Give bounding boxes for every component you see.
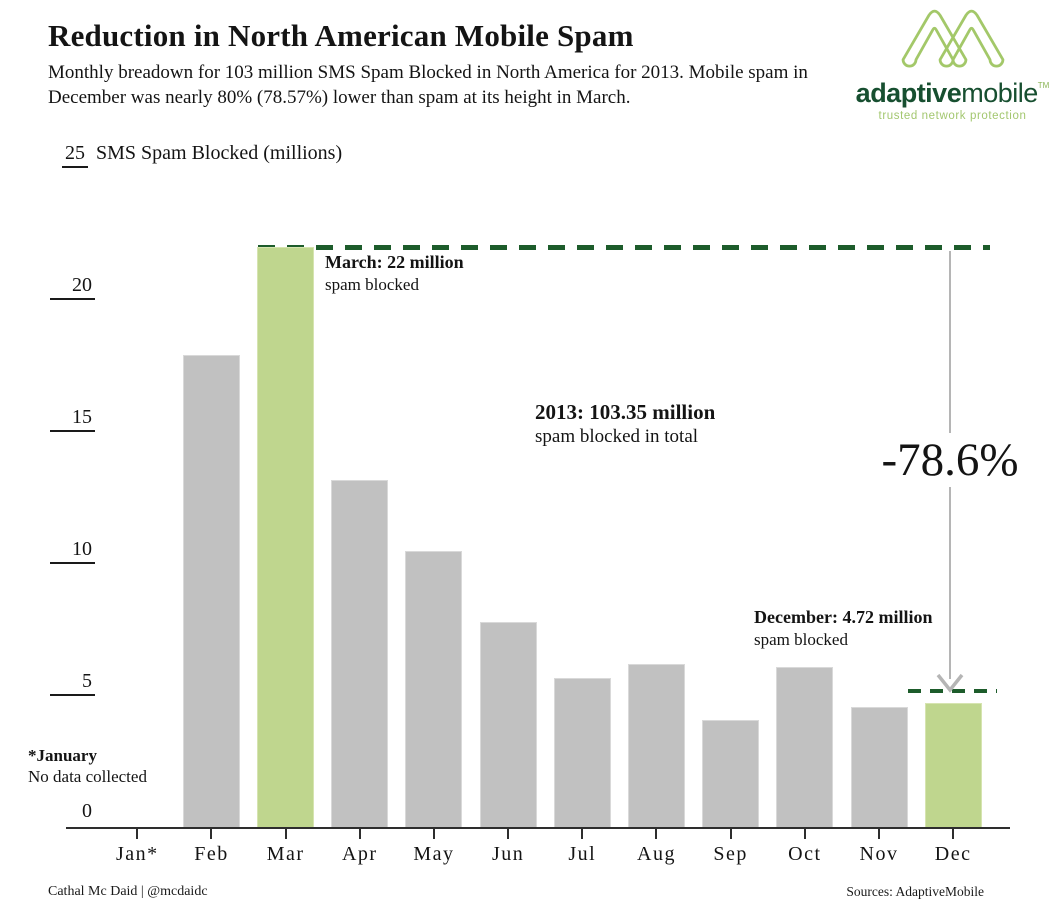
bar-jun	[479, 622, 537, 828]
x-tick-label-mar: Mar	[266, 843, 305, 865]
x-tick-label-nov: Nov	[859, 843, 899, 865]
annotation-december-title: December: 4.72 million	[754, 607, 933, 627]
bar-jul	[553, 677, 611, 828]
page-subtitle: Monthly breadown for 103 million SMS Spa…	[48, 62, 808, 109]
y-axis-header: 25 SMS Spam Blocked (millions)	[62, 142, 342, 168]
x-tick-label-feb: Feb	[194, 843, 229, 865]
bar-dec	[924, 703, 982, 828]
drop-arrow-head-icon	[936, 673, 964, 693]
annotation-march-title: March: 22 million	[325, 252, 464, 272]
december-level-dashed-line	[908, 689, 997, 693]
y-tick-label-20: 20	[50, 273, 95, 300]
trademark-symbol: TM	[1037, 81, 1050, 90]
bar-apr	[331, 479, 389, 828]
x-tick-label-jan: Jan*	[115, 843, 159, 865]
bar-aug	[627, 664, 685, 828]
annotation-total: 2013: 103.35 million spam blocked in tot…	[535, 399, 715, 449]
source-credit: Sources: AdaptiveMobile	[846, 884, 984, 899]
y-tick-label-5: 5	[50, 669, 95, 696]
x-tick-oct	[803, 829, 806, 839]
x-tick-jan	[136, 829, 139, 839]
page-title: Reduction in North American Mobile Spam	[48, 18, 634, 53]
y-axis-title: SMS Spam Blocked (millions)	[96, 142, 343, 164]
x-tick-label-oct: Oct	[788, 843, 822, 865]
x-tick-jul	[581, 829, 584, 839]
annotation-january: *January No data collected	[28, 745, 147, 788]
x-tick-label-sep: Sep	[713, 843, 748, 865]
logo-word-mobile: mobile	[961, 78, 1038, 108]
percent-change-label: -78.6%	[873, 433, 1027, 487]
bar-sep	[702, 719, 760, 828]
annotation-march-sub: spam blocked	[325, 274, 419, 294]
x-tick-apr	[358, 829, 361, 839]
y-tick-label-0: 0	[82, 800, 92, 822]
x-tick-label-aug: Aug	[637, 843, 676, 865]
bar-feb	[182, 355, 240, 828]
x-tick-aug	[655, 829, 658, 839]
x-tick-label-jul: Jul	[568, 843, 597, 865]
x-tick-sep	[729, 829, 732, 839]
annotation-january-title: *January	[28, 746, 97, 765]
annotation-december-sub: spam blocked	[754, 629, 848, 649]
y-tick-label-10: 10	[50, 537, 95, 564]
author-credit: Cathal Mc Daid | @mcdaidc	[48, 884, 208, 899]
x-tick-feb	[210, 829, 213, 839]
bar-may	[405, 550, 463, 828]
bar-mar	[257, 247, 315, 828]
logo-wordmark: adaptivemobileTM	[855, 80, 1050, 107]
x-tick-nov	[878, 829, 880, 839]
bar-nov	[850, 706, 908, 828]
annotation-march: March: 22 million spam blocked	[325, 251, 464, 295]
x-tick-label-jun: Jun	[491, 843, 525, 865]
x-tick-label-apr: Apr	[341, 843, 378, 865]
annotation-total-title: 2013: 103.35 million	[535, 400, 716, 424]
adaptivemobile-logo: adaptivemobileTM trusted network protect…	[855, 6, 1050, 122]
march-level-dashed-line	[258, 245, 990, 250]
y-tick-label-15: 15	[50, 405, 95, 432]
logo-tagline: trusted network protection	[878, 110, 1027, 122]
annotation-december: December: 4.72 million spam blocked	[754, 606, 932, 650]
x-axis-line	[66, 827, 1010, 829]
x-tick-dec	[952, 829, 955, 839]
x-tick-mar	[284, 829, 287, 839]
annotation-january-sub: No data collected	[28, 767, 147, 787]
x-tick-may	[432, 829, 435, 839]
annotation-total-sub: spam blocked in total	[535, 426, 699, 448]
bar-oct	[776, 666, 834, 828]
logo-word-adaptive: adaptive	[855, 78, 962, 108]
logo-mark-icon	[901, 9, 1004, 68]
x-tick-jun	[507, 829, 510, 839]
x-tick-label-dec: Dec	[934, 843, 972, 865]
y-tick-label-25: 25	[62, 142, 88, 168]
x-tick-label-may: May	[413, 843, 455, 865]
